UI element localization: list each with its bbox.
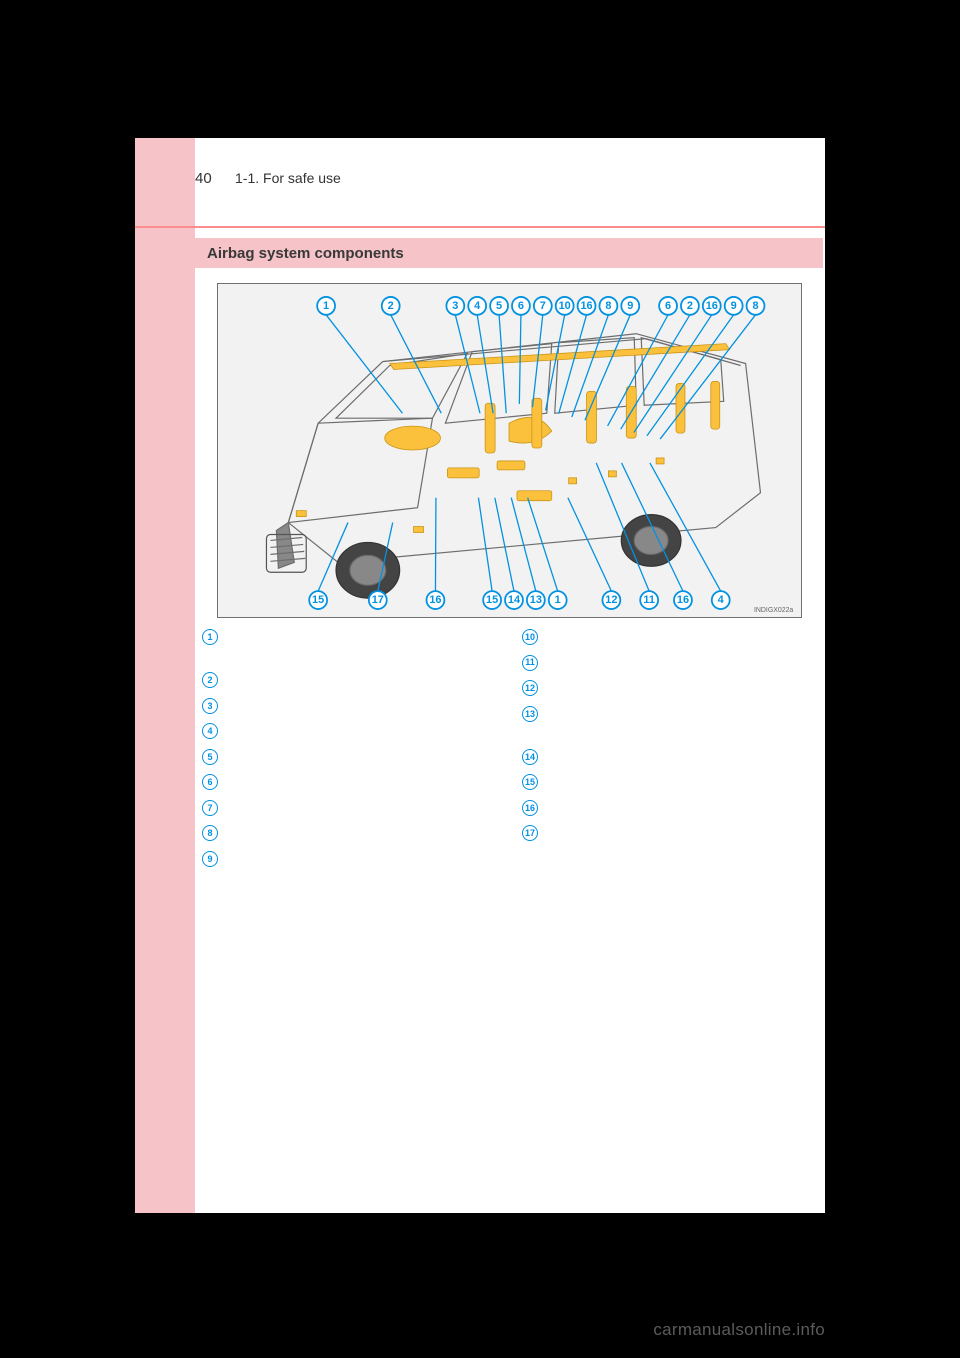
component-marker: 6 — [202, 774, 218, 790]
svg-text:7: 7 — [540, 300, 546, 312]
component-item: 10 SRS warning light — [522, 628, 822, 646]
svg-text:15: 15 — [486, 594, 498, 606]
component-label: Curtain shield airbags — [226, 773, 502, 791]
components-col-right: 10 SRS warning light 11 Seat belt buckle sw… — [512, 628, 822, 875]
svg-text:13: 13 — [530, 594, 542, 606]
chapter-sidebar — [135, 138, 195, 1213]
svg-text:9: 9 — [731, 300, 737, 312]
component-marker: 16 — [522, 800, 538, 816]
component-marker: 7 — [202, 800, 218, 816]
svg-text:2: 2 — [687, 300, 693, 312]
component-label: Side impact sensors (front) — [226, 722, 502, 740]
component-item: 11 Seat belt buckle switches — [522, 654, 822, 672]
component-marker: 10 — [522, 629, 538, 645]
component-marker: 17 — [522, 825, 538, 841]
svg-text:1: 1 — [323, 300, 329, 312]
svg-text:9: 9 — [627, 300, 633, 312]
svg-text:17: 17 — [372, 594, 384, 606]
component-label: Front passenger occupant classification … — [226, 628, 502, 663]
svg-text:11: 11 — [643, 594, 655, 606]
diagram-svg: 1234567101689621698 15171615141311211164… — [218, 284, 801, 617]
component-item: 14 Driver airbag — [522, 748, 822, 766]
watermark: carmanualsonline.info — [653, 1320, 825, 1340]
component-item: 7 Front side airbags — [202, 799, 502, 817]
svg-text:16: 16 — [706, 300, 718, 312]
svg-text:16: 16 — [429, 594, 441, 606]
component-label: Driver airbag — [546, 748, 822, 766]
component-item: 8 Side impact sensors (rear) — [202, 824, 502, 842]
svg-text:16: 16 — [580, 300, 592, 312]
component-item: 13 "AIR BAG ON" and "AIR BAG OFF" indicat… — [522, 705, 822, 740]
component-marker: 3 — [202, 698, 218, 714]
component-label: "AIR BAG ON" and "AIR BAG OFF" indicator… — [546, 705, 822, 740]
component-item: 1 Front passenger occupant classification… — [202, 628, 502, 663]
page-number: 40 — [195, 170, 212, 187]
component-label: Side impact sensors (rear) — [226, 824, 502, 842]
svg-text:5: 5 — [496, 300, 502, 312]
svg-text:14: 14 — [508, 594, 521, 606]
component-label: Front passenger airbag — [226, 748, 502, 766]
svg-text:16: 16 — [677, 594, 689, 606]
component-label: Knee airbags — [226, 697, 502, 715]
component-marker: 11 — [522, 655, 538, 671]
svg-text:6: 6 — [665, 300, 671, 312]
section-header: Airbag system components — [195, 238, 823, 268]
component-label: Side impact sensors (front door) — [226, 671, 502, 689]
bottom-callouts: 15 17 16 15 14 13 1 12 11 16 4 — [309, 591, 729, 609]
component-marker: 4 — [202, 723, 218, 739]
components-list: 1 Front passenger occupant classification… — [202, 628, 822, 875]
component-marker: 8 — [202, 825, 218, 841]
component-marker: 9 — [202, 851, 218, 867]
svg-text:15: 15 — [312, 594, 324, 606]
component-marker: 1 — [202, 629, 218, 645]
component-item: 2 Side impact sensors (front door) — [202, 671, 502, 689]
svg-text:6: 6 — [518, 300, 524, 312]
diagram-doc-id: INDIGX022a — [754, 607, 793, 614]
svg-text:10: 10 — [559, 300, 571, 312]
svg-text:4: 4 — [474, 300, 481, 312]
component-marker: 14 — [522, 749, 538, 765]
svg-text:3: 3 — [452, 300, 458, 312]
breadcrumb: 1-1. For safe use — [235, 170, 341, 186]
component-item: 12 Seat belt pretensioners — [522, 679, 822, 697]
component-marker: 2 — [202, 672, 218, 688]
component-label: Driver's seat position sensor — [546, 824, 822, 842]
component-marker: 13 — [522, 706, 538, 722]
component-label: Seat belt pretensioners — [546, 679, 822, 697]
svg-text:2: 2 — [388, 300, 394, 312]
component-item: 4 Side impact sensors (front) — [202, 722, 502, 740]
component-label: Airbag sensor assembly — [546, 799, 822, 817]
component-label: Rear side airbags — [226, 850, 502, 868]
manual-page: 40 1-1. For safe use Airbag system compo… — [135, 138, 825, 1213]
component-label: Seat belt buckle switches — [546, 654, 822, 672]
svg-text:8: 8 — [752, 300, 758, 312]
components-col-left: 1 Front passenger occupant classification… — [202, 628, 512, 875]
component-label: Front side airbags — [226, 799, 502, 817]
component-marker: 5 — [202, 749, 218, 765]
component-item: 17 Driver's seat position sensor — [522, 824, 822, 842]
component-item: 5 Front passenger airbag — [202, 748, 502, 766]
top-callouts: 1 2 3 4 5 6 7 10 16 8 9 6 2 16 9 8 — [317, 297, 764, 315]
component-marker: 12 — [522, 680, 538, 696]
component-item: 3 Knee airbags — [202, 697, 502, 715]
component-item: 16 Airbag sensor assembly — [522, 799, 822, 817]
airbag-diagram: 1234567101689621698 15171615141311211164… — [217, 283, 802, 618]
svg-text:4: 4 — [718, 594, 725, 606]
component-item: 6 Curtain shield airbags — [202, 773, 502, 791]
component-label: Front impact sensors — [546, 773, 822, 791]
component-label: SRS warning light — [546, 628, 822, 646]
header-separator — [135, 226, 825, 228]
component-item: 9 Rear side airbags — [202, 850, 502, 868]
svg-text:12: 12 — [605, 594, 617, 606]
svg-text:1: 1 — [555, 594, 561, 606]
component-marker: 15 — [522, 774, 538, 790]
svg-text:8: 8 — [605, 300, 611, 312]
component-item: 15 Front impact sensors — [522, 773, 822, 791]
